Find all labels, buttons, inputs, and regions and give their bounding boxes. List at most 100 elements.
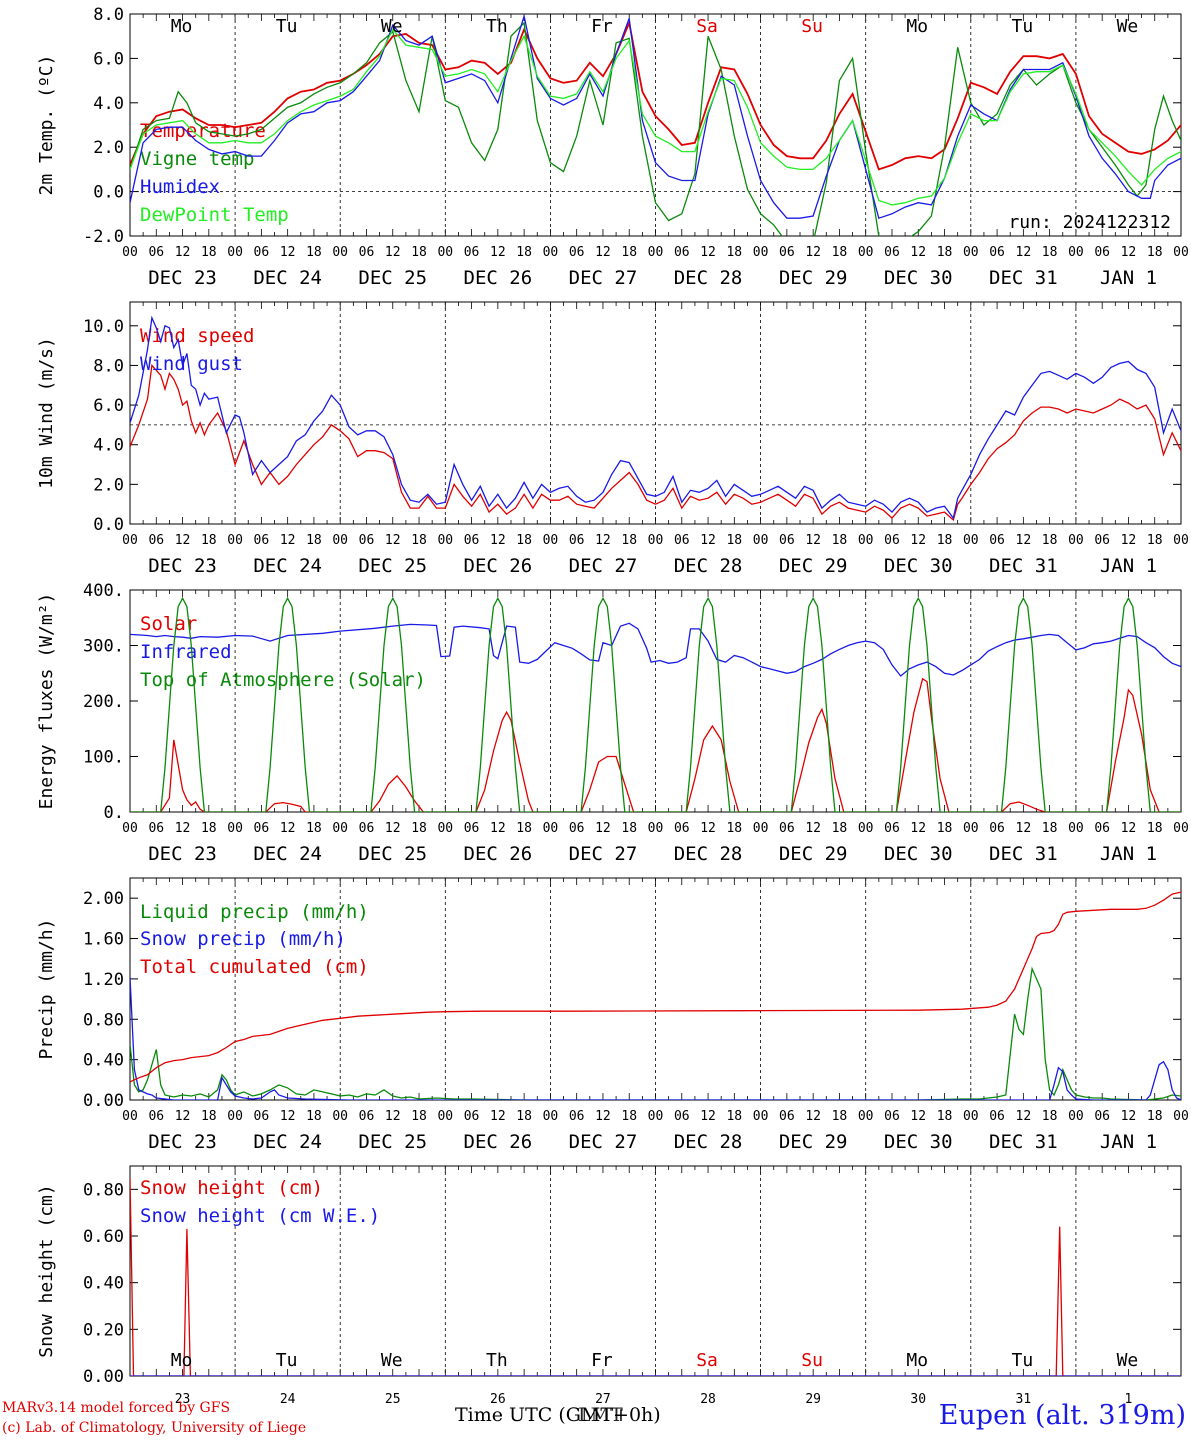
x-hour-label: 18 xyxy=(726,533,742,548)
x-hour-label: 12 xyxy=(910,1109,926,1124)
x-hour-label: 12 xyxy=(805,1109,821,1124)
x-hour-label: 06 xyxy=(989,1109,1005,1124)
x-hour-label: 18 xyxy=(1147,245,1163,260)
x-day-number: 31 xyxy=(1016,1392,1032,1407)
x-hour-label: 18 xyxy=(306,1109,322,1124)
x-hour-label: 06 xyxy=(148,245,164,260)
x-hour-label: 18 xyxy=(621,533,637,548)
x-hour-label: 06 xyxy=(884,821,900,836)
x-hour-label: 00 xyxy=(543,245,559,260)
x-date-label: DEC 25 xyxy=(358,555,427,577)
x-hour-label: 18 xyxy=(621,1109,637,1124)
y-axis-title: 2m Temp. (ºC) xyxy=(36,55,57,196)
series-line xyxy=(130,28,1181,206)
x-hour-label: 00 xyxy=(332,245,348,260)
y-tick-label: 100. xyxy=(83,748,124,768)
x-date-label: DEC 26 xyxy=(464,555,533,577)
x-date-label: JAN 1 xyxy=(1100,555,1157,577)
x-hour-label: 00 xyxy=(1173,1109,1189,1124)
series-line xyxy=(130,315,1181,520)
x-hour-label: 18 xyxy=(306,821,322,836)
x-hour-label: 06 xyxy=(989,245,1005,260)
x-hour-label: 12 xyxy=(1121,821,1137,836)
series-line xyxy=(130,1177,1181,1376)
x-hour-label: 18 xyxy=(201,1109,217,1124)
y-tick-label: 0. xyxy=(104,803,124,823)
x-hour-label: 00 xyxy=(648,245,664,260)
x-hour-label: 18 xyxy=(201,821,217,836)
x-hour-label: 12 xyxy=(595,245,611,260)
y-tick-label: 8.0 xyxy=(93,356,124,376)
x-hour-label: 18 xyxy=(937,1109,953,1124)
y-tick-label: 0.40 xyxy=(83,1274,124,1294)
x-date-label: DEC 31 xyxy=(989,555,1058,577)
x-hour-label: 00 xyxy=(1068,245,1084,260)
y-tick-label: 0.00 xyxy=(83,1367,124,1387)
x-hour-label: 12 xyxy=(1016,821,1032,836)
x-hour-label: 18 xyxy=(306,245,322,260)
x-date-label: DEC 30 xyxy=(884,843,953,865)
y-tick-label: 0.80 xyxy=(83,1180,124,1200)
x-hour-label: 06 xyxy=(884,533,900,548)
y-tick-label: 300. xyxy=(83,637,124,657)
x-hour-label: 00 xyxy=(753,533,769,548)
x-date-label: DEC 28 xyxy=(674,555,743,577)
x-hour-label: 00 xyxy=(332,533,348,548)
panel-4: 0.00 0.40 0.80 1.20 1.60 2.00 Precip (mm/h) 00 0… xyxy=(36,877,1189,1153)
series-line xyxy=(130,19,1181,171)
x-hour-label: 00 xyxy=(1068,821,1084,836)
x-hour-label: 06 xyxy=(464,533,480,548)
x-hour-label: 12 xyxy=(175,1109,191,1124)
x-hour-label: 12 xyxy=(1121,533,1137,548)
run-label: run: 2024122312 xyxy=(1008,212,1171,233)
x-date-label: DEC 27 xyxy=(569,1131,638,1153)
day-name-label: Tu xyxy=(1012,1350,1034,1371)
x-hour-label: 00 xyxy=(858,1109,874,1124)
x-axis-title-overlap: LMT xyxy=(578,1404,623,1426)
legend-entry: Infrared xyxy=(140,641,232,663)
y-tick-label: 200. xyxy=(83,692,124,712)
x-hour-label: 06 xyxy=(569,245,585,260)
x-hour-label: 00 xyxy=(963,533,979,548)
x-hour-label: 18 xyxy=(1042,821,1058,836)
x-hour-label: 06 xyxy=(1094,533,1110,548)
x-day-number: 28 xyxy=(700,1392,716,1407)
x-hour-label: 00 xyxy=(227,533,243,548)
x-hour-label: 00 xyxy=(543,1109,559,1124)
y-tick-label: 0.00 xyxy=(83,1091,124,1111)
y-axis-title: 10m Wind (m/s) xyxy=(36,337,57,489)
x-date-label: JAN 1 xyxy=(1100,1131,1157,1153)
day-name-label: Th xyxy=(486,16,508,37)
y-tick-label: 10.0 xyxy=(83,317,124,337)
x-date-label: DEC 24 xyxy=(253,555,322,577)
x-hour-label: 12 xyxy=(280,1109,296,1124)
legend-entry: Top of Atmosphere (Solar) xyxy=(140,669,426,691)
x-hour-label: 00 xyxy=(753,1109,769,1124)
x-hour-label: 00 xyxy=(858,533,874,548)
x-hour-label: 06 xyxy=(464,1109,480,1124)
x-hour-label: 12 xyxy=(175,821,191,836)
x-hour-label: 06 xyxy=(1094,821,1110,836)
x-hour-label: 18 xyxy=(937,245,953,260)
legend-entry: DewPoint Temp xyxy=(140,204,289,226)
day-name-label: Su xyxy=(801,1350,823,1371)
x-date-label: DEC 30 xyxy=(884,1131,953,1153)
x-hour-label: 18 xyxy=(1147,821,1163,836)
x-hour-label: 18 xyxy=(937,821,953,836)
x-hour-label: 00 xyxy=(963,245,979,260)
x-hour-label: 06 xyxy=(254,533,270,548)
y-tick-label: -2.0 xyxy=(83,227,124,247)
x-hour-label: 12 xyxy=(700,533,716,548)
series-line xyxy=(130,363,1181,522)
x-hour-label: 12 xyxy=(700,821,716,836)
x-hour-label: 00 xyxy=(227,245,243,260)
x-hour-label: 18 xyxy=(937,533,953,548)
x-hour-label: 00 xyxy=(332,821,348,836)
x-hour-label: 18 xyxy=(201,533,217,548)
y-tick-label: 2.0 xyxy=(93,138,124,158)
x-hour-label: 12 xyxy=(490,533,506,548)
x-day-number: 27 xyxy=(595,1392,611,1407)
x-hour-label: 12 xyxy=(910,821,926,836)
x-date-label: DEC 29 xyxy=(779,1131,848,1153)
day-name-label: Su xyxy=(801,16,823,37)
